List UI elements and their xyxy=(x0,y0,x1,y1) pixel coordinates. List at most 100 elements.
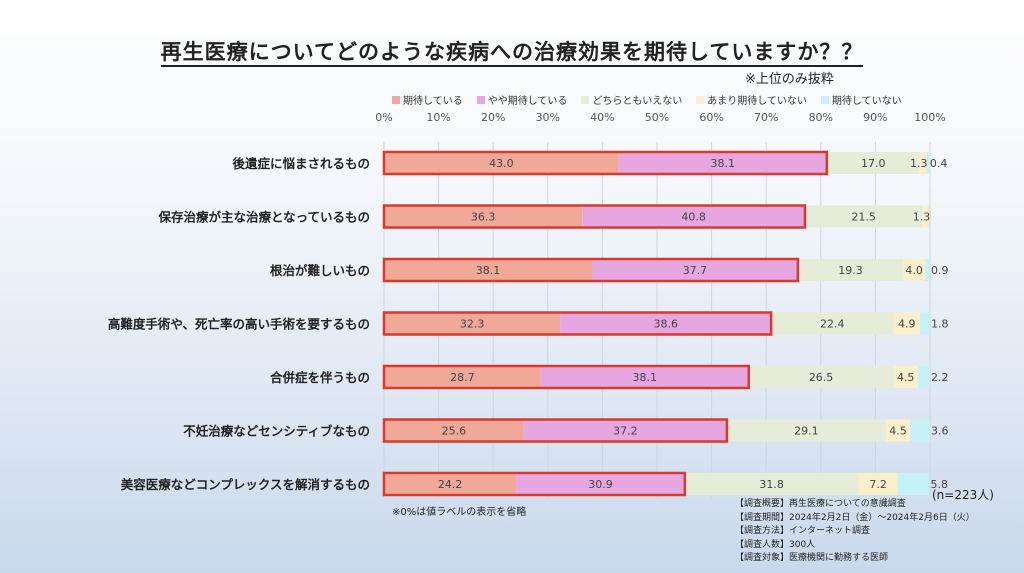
legend-swatch xyxy=(476,95,485,104)
x-tick-label: 80% xyxy=(809,111,833,124)
x-tick-label: 50% xyxy=(645,111,669,124)
highlight-box xyxy=(382,471,687,497)
legend-label: やや期待している xyxy=(487,96,568,107)
data-label: 1.8 xyxy=(931,318,949,331)
x-tick-label: 100% xyxy=(914,111,945,124)
bar-segment xyxy=(384,152,619,174)
legend-label: あまり期待していない xyxy=(707,96,807,107)
legend-item: どちらともいえない xyxy=(581,92,682,107)
category-label: 保存治療が主な治療となっているもの xyxy=(157,210,370,225)
legend-swatch xyxy=(581,95,590,104)
x-tick-label: 60% xyxy=(699,111,723,124)
bar-segment xyxy=(384,366,541,388)
survey-info-line: 【調査人数】300人 xyxy=(735,539,816,550)
data-label: 38.1 xyxy=(711,157,736,170)
data-label: 43.0 xyxy=(489,157,514,170)
sample-size-label: (n=223人) xyxy=(932,488,994,502)
bar-segment xyxy=(384,419,524,442)
bar-segment xyxy=(917,366,930,388)
data-label: 38.1 xyxy=(476,264,501,277)
data-label: 38.1 xyxy=(632,371,657,384)
data-label: 38.6 xyxy=(653,318,678,331)
legend-label: 期待していない xyxy=(831,96,902,107)
data-label: 29.1 xyxy=(794,425,819,438)
legend-label: 期待している xyxy=(403,96,463,107)
highlight-box xyxy=(382,418,729,443)
data-label: 4.5 xyxy=(897,371,915,384)
survey-info-line: 【調査期間】2024年2月2日（金）～2024年2月6日（火） xyxy=(735,512,975,523)
data-label: 0.9 xyxy=(931,264,949,277)
bar-segment xyxy=(384,312,561,335)
bar-segment xyxy=(560,312,772,335)
data-label: 28.7 xyxy=(450,371,475,384)
legend-swatch xyxy=(392,95,400,104)
data-label: 26.5 xyxy=(809,371,834,384)
data-label: 24.2 xyxy=(438,478,463,491)
category-label: 後遺症に悩まされるもの xyxy=(232,156,370,171)
data-label: 37.2 xyxy=(613,425,638,438)
bar-segment xyxy=(748,366,894,388)
legend-item: あまり期待していない xyxy=(696,92,807,107)
highlight-box xyxy=(382,311,773,336)
data-label: 1.3 xyxy=(910,157,928,170)
survey-info-line: 【調査対象】医療機関に勤務する医師 xyxy=(735,553,889,563)
category-label: 根治が難しいもの xyxy=(270,263,370,278)
bar-segment xyxy=(384,205,583,228)
category-label: 不妊治療などセンシティブなもの xyxy=(183,424,370,439)
bar-segment xyxy=(384,473,517,495)
data-label: 4.9 xyxy=(898,318,916,331)
bar-segment xyxy=(540,366,749,388)
data-label: 30.9 xyxy=(588,478,613,491)
bar-segment xyxy=(903,259,926,281)
bar-segment xyxy=(726,419,886,442)
x-tick-label: 10% xyxy=(426,111,450,124)
bar-segment xyxy=(926,152,929,174)
data-label: 37.7 xyxy=(683,264,708,277)
bar-segment xyxy=(592,259,798,281)
bar-segment xyxy=(797,259,904,281)
x-tick-label: 30% xyxy=(536,111,560,124)
data-label: 3.6 xyxy=(931,425,949,438)
bar-segment xyxy=(858,473,898,495)
bar-segment xyxy=(910,419,930,442)
data-label: 19.3 xyxy=(838,264,863,277)
data-label: 7.2 xyxy=(869,478,887,491)
bar-segment xyxy=(893,366,918,388)
x-tick-label: 0% xyxy=(375,111,392,124)
footnote: ※0%は値ラベルの表示を省略 xyxy=(392,507,527,518)
data-label: 17.0 xyxy=(861,157,886,170)
data-label: 0.4 xyxy=(930,157,948,170)
data-label: 2.2 xyxy=(931,371,949,384)
legend-item: 期待していない xyxy=(820,92,902,107)
legend-item: やや期待している xyxy=(476,92,568,107)
data-label: 5.8 xyxy=(930,478,948,491)
data-label: 21.5 xyxy=(851,211,876,224)
data-label: 22.4 xyxy=(820,318,845,331)
subnote: ※上位のみ抜粋 xyxy=(745,72,834,87)
bar-segment xyxy=(925,259,930,281)
x-tick-label: 40% xyxy=(590,111,614,124)
data-label: 40.8 xyxy=(681,211,706,224)
bar-segment xyxy=(885,419,911,442)
category-label: 高難度手術や、死亡率の高い手術を要するもの xyxy=(108,317,370,332)
legend-swatch xyxy=(696,95,705,104)
data-label: 25.6 xyxy=(442,425,467,438)
bar-segment xyxy=(893,312,921,335)
data-label: 32.3 xyxy=(460,318,485,331)
x-tick-label: 90% xyxy=(863,111,887,124)
survey-info-line: 【調査方法】インターネット調査 xyxy=(735,526,871,536)
highlight-box xyxy=(382,204,807,229)
highlight-box xyxy=(382,257,800,283)
highlight-box xyxy=(382,150,829,176)
legend: 期待している やや期待している どちらともいえない あまり期待していない 期待していない xyxy=(392,92,902,107)
data-label: 31.8 xyxy=(759,478,784,491)
survey-info-line: 【調査概要】再生医療についての意識調査 xyxy=(735,499,906,509)
bar-segment xyxy=(771,312,894,335)
chart-title: 再生医療についてどのような疾病への治療効果を期待していますか？？ xyxy=(0,36,1024,67)
survey-info: 【調査概要】再生医療についての意識調査【調査期間】2024年2月2日（金）～20… xyxy=(735,498,975,566)
bar-segment xyxy=(826,152,920,174)
x-tick-label: 20% xyxy=(481,111,505,124)
legend-label: どちらともいえない xyxy=(592,96,683,107)
highlight-box xyxy=(382,364,750,390)
